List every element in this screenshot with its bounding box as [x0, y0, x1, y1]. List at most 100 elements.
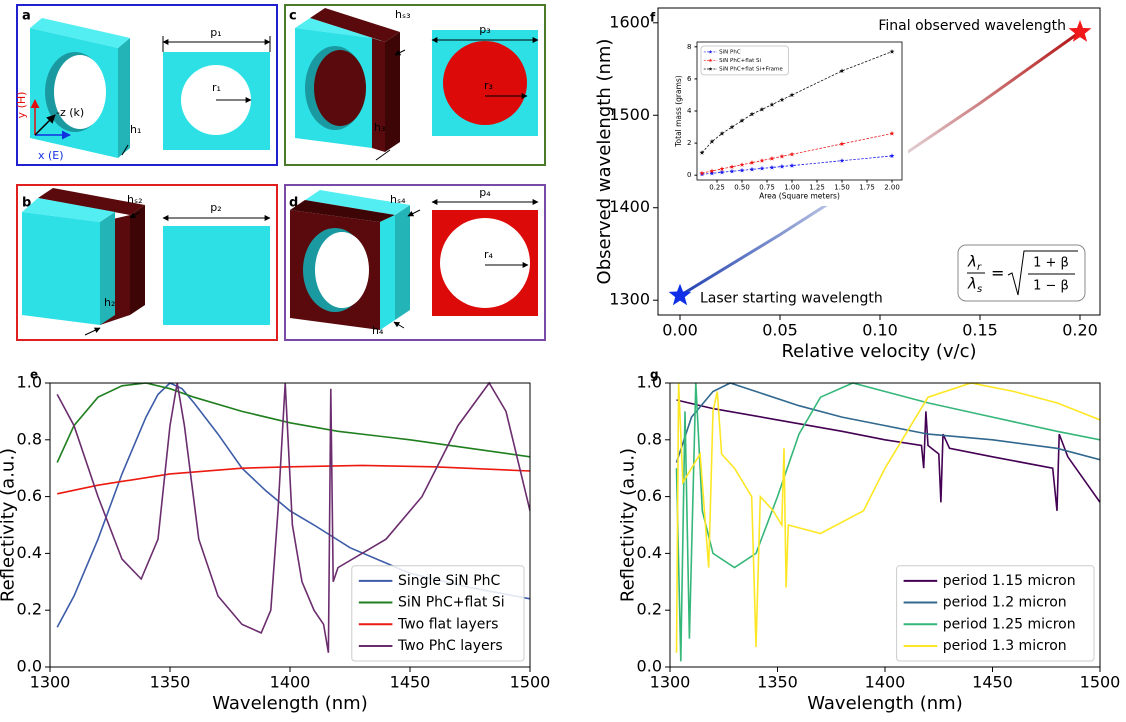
panel-letter: a	[22, 9, 31, 24]
star-marker	[669, 284, 692, 306]
legend-label: period 1.3 micron	[943, 638, 1067, 654]
y-tick-label: 2	[687, 139, 691, 147]
diagram-d: d hₛ₄ h₄ p₄ r₄	[285, 185, 545, 340]
slab-front	[22, 212, 100, 325]
dim-label: r₄	[484, 248, 494, 261]
formula-part: λ	[967, 275, 977, 293]
hole	[314, 50, 366, 126]
y-axis-label: Observed wavelength (nm)	[594, 39, 615, 285]
layer-side	[130, 205, 145, 315]
y-tick-label: 6	[687, 75, 692, 83]
legend-label: SiN PhC+flat Si	[398, 595, 505, 611]
x-tick-label: 0.20	[1062, 321, 1098, 340]
y-tick-label: 0.0	[17, 657, 42, 676]
axis-label: -z (k)	[56, 106, 84, 119]
chart: 130013501400145015000.00.20.40.60.81.0Wa…	[617, 368, 1120, 715]
layer-side	[385, 32, 400, 152]
layer-side	[395, 205, 410, 320]
legend-label: SiN PhC+flat Si	[719, 58, 761, 64]
legend-label: period 1.15 micron	[943, 573, 1076, 589]
y-tick-label: 0.4	[17, 543, 42, 562]
legend-label: Single SiN PhC	[398, 573, 501, 589]
dim-label: h₁	[130, 123, 141, 136]
annotation: Laser starting wavelength	[700, 291, 883, 307]
formula-part: s	[977, 284, 982, 295]
panel-letter: c	[289, 9, 297, 24]
dim-label: h₂	[104, 296, 115, 309]
panel-label: e	[30, 368, 38, 382]
y-tick-label: 4	[687, 107, 692, 115]
chart: 0.25 0.50 0.75 1.00 1.25 1.50 1.75 2.00 0 2 4 6 8 Are…	[667, 38, 908, 206]
dim-label: hₛ₂	[127, 193, 143, 206]
axis-label: x (E)	[38, 149, 64, 162]
y-tick-label: 0.2	[637, 600, 662, 619]
legend-label: SiN PhC	[719, 49, 741, 55]
layer-front	[372, 38, 385, 152]
y-tick-label: 0.8	[637, 429, 662, 448]
x-tick-label: 1450	[972, 673, 1013, 692]
series-line	[677, 383, 1101, 463]
y-tick-label: 0.0	[637, 657, 662, 676]
x-tick-label: 1300	[650, 673, 691, 692]
x-tick-label: 1.75	[859, 183, 875, 191]
layer-front	[380, 215, 395, 330]
legend-label: period 1.25 micron	[943, 616, 1076, 632]
figure: a y (H) -z (k) x (E) h₁ p₁ r₁ c hₛ₃ h₃	[0, 0, 1126, 722]
x-tick-label: 1400	[865, 673, 906, 692]
legend-label: SiN PhC+flat Si+Frame	[719, 66, 783, 72]
x-tick-label: 0.05	[762, 321, 798, 340]
y-tick-label: 0.2	[17, 600, 42, 619]
dim-label: h₃	[374, 121, 385, 134]
panel-label: f	[650, 11, 656, 25]
legend-label: Two PhC layers	[397, 638, 503, 654]
y-axis-label: Total mass (grams)	[674, 75, 683, 148]
annotation: Final observed wavelength	[878, 18, 1066, 34]
formula-part: =	[991, 264, 1004, 283]
dim-label: hₛ₄	[390, 193, 406, 206]
x-tick-label: 1350	[150, 673, 191, 692]
y-tick-label: 1400	[609, 197, 650, 216]
series-line	[57, 465, 530, 493]
x-tick-label: 0.25	[709, 183, 725, 191]
y-tick-label: 1300	[609, 290, 650, 309]
x-tick-label: 0.75	[759, 183, 775, 191]
dim-label: p₂	[210, 201, 221, 214]
x-tick-label: 1500	[1080, 673, 1121, 692]
x-tick-label: 2.00	[884, 183, 900, 191]
diagram-b: b hₛ₂ h₂ p₂	[17, 185, 277, 340]
axis-label: y (H)	[15, 92, 28, 119]
diagram-c: c hₛ₃ h₃ p₃ r₃	[285, 5, 545, 165]
x-axis-label: Wavelength (nm)	[212, 693, 368, 714]
dim-label: p₃	[479, 23, 490, 36]
x-tick-label: 1400	[270, 673, 311, 692]
x-tick-label: 0.50	[734, 183, 750, 191]
y-axis-label: Reflectivity (a.u.)	[0, 448, 18, 602]
x-tick-label: 1.25	[809, 183, 825, 191]
slab-side	[118, 38, 130, 158]
y-axis-label: Reflectivity (a.u.)	[617, 448, 638, 602]
dim-label: h₄	[372, 324, 384, 337]
x-tick-label: 0.00	[662, 321, 698, 340]
x-tick-label: 1350	[757, 673, 798, 692]
diagram-a: a y (H) -z (k) x (E) h₁ p₁ r₁	[15, 5, 277, 165]
dim-label: hₛ₃	[395, 8, 411, 21]
x-tick-label: 0.15	[962, 321, 998, 340]
panel-label: g	[650, 368, 659, 382]
unit-cell	[163, 226, 270, 325]
formula-part: 1 − β	[1033, 279, 1069, 294]
x-tick-label: 1.00	[784, 183, 800, 191]
y-tick-label: 0	[687, 171, 691, 179]
legend-label: Two flat layers	[397, 616, 498, 632]
x-tick-label: 1.50	[834, 183, 850, 191]
x-axis-label: Area (Square meters)	[759, 192, 840, 201]
formula-part: λ	[967, 253, 977, 271]
y-tick-label: 1600	[609, 12, 650, 31]
dim-label: p₄	[479, 186, 491, 199]
y-tick-label: 0.8	[17, 429, 42, 448]
y-tick-label: 8	[687, 43, 691, 51]
y-tick-label: 1500	[609, 105, 650, 124]
x-tick-label: 1300	[30, 673, 71, 692]
dim-label: r₁	[212, 81, 221, 94]
x-axis-label: Wavelength (nm)	[807, 693, 963, 714]
